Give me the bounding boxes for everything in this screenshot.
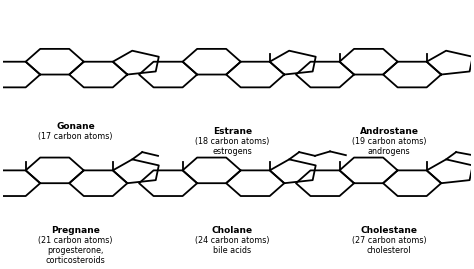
Text: (19 carbon atoms)
androgens: (19 carbon atoms) androgens	[352, 137, 427, 156]
Text: (27 carbon atoms)
cholesterol: (27 carbon atoms) cholesterol	[352, 236, 427, 255]
Text: (17 carbon atoms): (17 carbon atoms)	[38, 132, 113, 141]
Text: (18 carbon atoms)
estrogens: (18 carbon atoms) estrogens	[195, 137, 270, 156]
Text: Androstane: Androstane	[360, 127, 419, 136]
Text: Gonane: Gonane	[56, 122, 95, 131]
Text: Estrane: Estrane	[213, 127, 252, 136]
Text: Cholane: Cholane	[212, 226, 253, 235]
Text: (24 carbon atoms)
bile acids: (24 carbon atoms) bile acids	[195, 236, 270, 255]
Text: (21 carbon atoms)
progesterone,
corticosteroids: (21 carbon atoms) progesterone, corticos…	[38, 236, 113, 266]
Text: Cholestane: Cholestane	[361, 226, 418, 235]
Text: Pregnane: Pregnane	[51, 226, 100, 235]
